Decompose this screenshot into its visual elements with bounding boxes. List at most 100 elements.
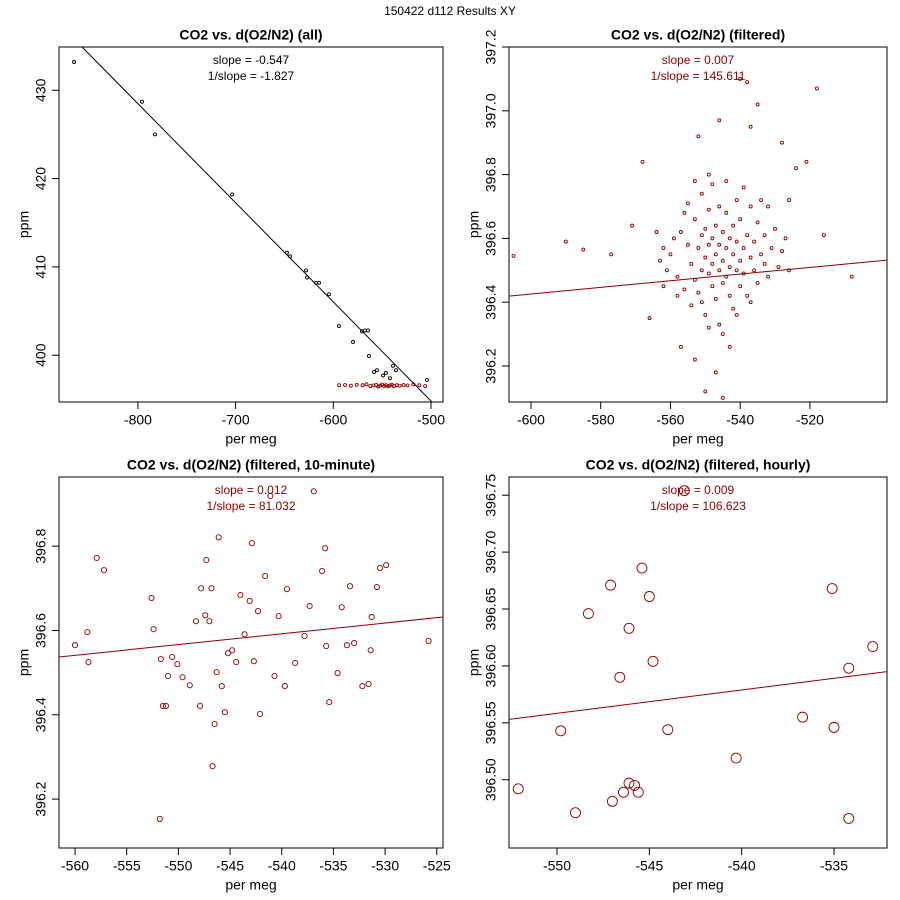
x-tick-label: -545	[635, 858, 663, 874]
x-axis-label: per meg	[672, 877, 723, 893]
y-tick-label: 396.8	[33, 528, 49, 563]
point	[343, 383, 347, 387]
point	[665, 268, 669, 273]
point	[174, 661, 181, 668]
point	[209, 763, 216, 770]
point	[346, 583, 354, 590]
point	[780, 249, 784, 254]
point	[292, 659, 299, 666]
point	[206, 618, 213, 625]
annotation: 1/slope = 145.611	[651, 69, 746, 83]
point	[202, 612, 209, 619]
point	[581, 247, 586, 252]
point	[397, 383, 402, 388]
point	[197, 702, 204, 709]
y-tick-label: 396.70	[483, 530, 499, 573]
point	[797, 711, 809, 723]
x-tick-label: -700	[222, 412, 250, 428]
point	[401, 383, 406, 387]
point	[654, 230, 659, 234]
point	[348, 383, 353, 388]
point	[376, 565, 383, 572]
point	[755, 281, 760, 285]
point	[662, 724, 674, 736]
point	[618, 786, 629, 798]
point	[713, 370, 718, 375]
y-axis-label: ppm	[466, 211, 482, 238]
point	[368, 613, 375, 621]
x-tick-label: -540	[268, 858, 296, 874]
point	[563, 239, 568, 244]
annotation: 1/slope = -1.827	[208, 69, 295, 83]
point	[731, 223, 736, 228]
point	[696, 290, 701, 295]
point	[351, 640, 358, 647]
point	[755, 220, 760, 225]
point	[675, 274, 680, 279]
y-tick-label: 430	[33, 78, 49, 102]
point	[148, 594, 155, 602]
point	[72, 60, 76, 64]
point	[237, 591, 244, 599]
point	[724, 245, 729, 250]
page-title: 150422 d112 Results XY	[384, 4, 516, 18]
point	[254, 608, 262, 615]
point	[682, 287, 687, 292]
point	[710, 284, 715, 289]
point	[218, 683, 225, 690]
point	[555, 725, 567, 737]
point	[727, 265, 732, 270]
x-tick-label: -535	[820, 858, 848, 874]
y-tick-label: 396.4	[483, 284, 499, 319]
x-tick-label: -525	[423, 858, 451, 874]
point	[745, 293, 750, 298]
point	[275, 613, 282, 620]
annotation: 1/slope = 81.032	[206, 499, 295, 513]
point	[734, 268, 739, 273]
point	[192, 618, 200, 625]
point	[630, 223, 635, 228]
point	[734, 198, 739, 203]
point	[306, 602, 313, 610]
y-tick-label: 396.6	[483, 221, 499, 256]
point	[305, 275, 309, 280]
point	[198, 585, 205, 592]
point	[186, 682, 193, 689]
point	[867, 641, 879, 653]
panel-title: CO2 vs. d(O2/N2) (filtered, 10-minute)	[127, 457, 375, 473]
fit-line	[509, 259, 887, 297]
y-tick-label: 420	[33, 167, 49, 191]
point	[351, 340, 355, 344]
point	[717, 118, 722, 123]
point	[85, 659, 92, 666]
point	[685, 242, 690, 247]
y-tick-label: 396.50	[483, 758, 499, 801]
x-axis-label: per meg	[672, 431, 723, 447]
annotation: slope = 0.012	[215, 483, 288, 497]
point	[828, 721, 840, 733]
point	[706, 325, 711, 330]
point	[388, 383, 392, 388]
x-tick-label: -600	[517, 412, 545, 428]
plot-frame	[58, 46, 444, 403]
x-tick-label: -520	[796, 412, 824, 428]
point	[229, 647, 236, 654]
point	[570, 807, 581, 819]
point	[606, 795, 618, 807]
point	[713, 297, 718, 301]
point	[724, 210, 729, 215]
point	[632, 786, 644, 798]
point	[727, 236, 732, 241]
point	[776, 265, 781, 270]
point	[643, 591, 655, 602]
point	[338, 604, 345, 611]
point	[766, 274, 771, 279]
point	[354, 382, 359, 387]
plot-frame	[508, 46, 888, 403]
point	[327, 292, 331, 297]
point	[582, 608, 594, 620]
point	[748, 204, 753, 209]
plot-frame	[508, 476, 888, 849]
